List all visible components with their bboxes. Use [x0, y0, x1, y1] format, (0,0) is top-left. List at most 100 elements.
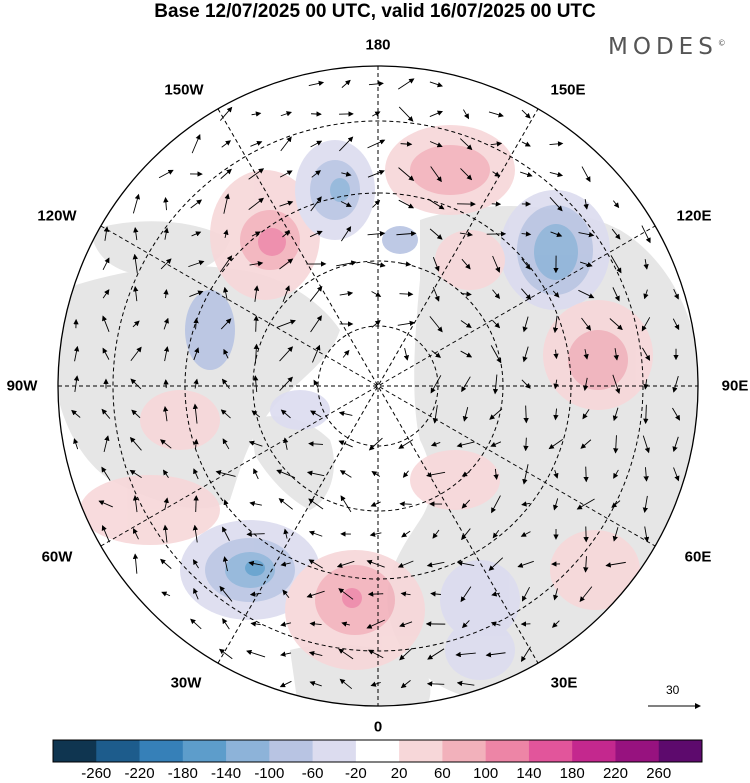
wind-vector [282, 230, 291, 238]
wind-vector [490, 345, 502, 364]
wind-vector [613, 435, 619, 454]
wind-vector [336, 260, 357, 267]
map-border [57, 65, 699, 707]
colorbar-swatch [658, 740, 703, 762]
wind-vector [550, 231, 563, 237]
wind-vector [162, 469, 169, 479]
wind-vector [366, 619, 385, 629]
wind-vector [521, 501, 531, 507]
wind-vector [581, 166, 591, 183]
wind-vector [132, 553, 139, 574]
wind-vector [193, 347, 200, 361]
wind-vector [71, 409, 81, 418]
wind-vector [371, 320, 381, 328]
wind-vector [492, 255, 501, 273]
colorbar-swatch [399, 740, 443, 762]
wind-vector [163, 346, 170, 362]
wind-vector [400, 680, 411, 689]
wind-vector [576, 498, 595, 510]
lon-label-30e: 30E [550, 674, 578, 692]
wind-vector [370, 681, 381, 687]
wind-vector [367, 230, 386, 237]
wind-vector [219, 106, 233, 121]
wind-vector [366, 559, 385, 568]
wind-vector [192, 524, 199, 543]
wind-vector [461, 376, 471, 393]
wind-vector [101, 466, 111, 481]
wind-vector [73, 345, 80, 362]
wind-vector [643, 526, 650, 543]
wind-vector [521, 109, 531, 119]
wind-vector [133, 285, 139, 302]
colorbar-swatch [53, 740, 97, 762]
wind-vector [193, 317, 199, 330]
wind-vector [340, 226, 352, 242]
wind-vector [367, 649, 384, 659]
wind-vector [523, 405, 529, 424]
brand-mark: © [717, 38, 726, 48]
wind-vector [249, 591, 262, 597]
wind-vector [193, 587, 199, 600]
wind-vector [308, 650, 323, 657]
wind-vector [461, 528, 471, 541]
wind-vector [340, 495, 352, 513]
wind-vector [222, 526, 230, 541]
wind-vector [163, 497, 169, 510]
lon-label-left: 90W [6, 377, 38, 395]
wind-vector [553, 498, 559, 511]
colorbar-tick-label: 60 [434, 765, 451, 782]
wind-vector [368, 81, 384, 87]
wind-vector [336, 560, 355, 568]
wind-vector [521, 258, 531, 270]
wind-vector [249, 261, 264, 267]
wind-vector [367, 591, 384, 597]
meridian-line [217, 108, 539, 664]
wind-vector [338, 648, 354, 660]
wind-vector [399, 291, 414, 297]
wind-vector [309, 680, 322, 687]
wind-vector [612, 527, 619, 542]
wind-vector [193, 468, 199, 480]
wind-vector [488, 111, 504, 118]
wind-vector [548, 438, 563, 450]
colorbar-swatch [96, 740, 141, 762]
wind-vector [397, 320, 416, 327]
wind-vector [643, 289, 649, 300]
colorbar-tick-label: 100 [473, 765, 499, 782]
wind-vector [101, 524, 110, 543]
lon-label-30w: 30W [170, 674, 202, 692]
wind-vector [399, 621, 413, 628]
colorbar-tick-label: -60 [301, 765, 324, 782]
wind-vector [163, 196, 169, 211]
wind-vector [492, 289, 501, 299]
wind-vector [372, 111, 381, 117]
wind-vector [222, 556, 229, 572]
wind-vector [279, 200, 294, 207]
wind-vector [161, 591, 171, 597]
wind-vector [396, 230, 417, 237]
wind-vector [459, 138, 473, 151]
wind-vector [492, 171, 501, 177]
wind-vector [222, 286, 229, 301]
wind-vector [280, 651, 292, 657]
wind-vector [249, 501, 262, 507]
wind-vector [132, 495, 139, 513]
wind-vector [222, 438, 230, 450]
wind-vector [673, 288, 679, 300]
wind-vector [223, 229, 229, 238]
colorbar-swatch [442, 740, 487, 762]
wind-vector [489, 408, 503, 420]
wind-vector [276, 319, 296, 328]
lon-label-top: 180 [365, 36, 391, 54]
lon-label-120w: 120W [37, 207, 77, 225]
wind-vector [190, 618, 202, 630]
wind-vector [312, 344, 321, 363]
wind-vector [158, 169, 174, 179]
colorbar-swatch [226, 740, 270, 762]
meridian-line [217, 108, 539, 664]
wind-vector [485, 651, 506, 658]
wind-vector [612, 374, 621, 395]
wind-vectors [71, 78, 681, 690]
colorbar-tick-label: 220 [602, 765, 628, 782]
wind-vector [131, 409, 141, 419]
